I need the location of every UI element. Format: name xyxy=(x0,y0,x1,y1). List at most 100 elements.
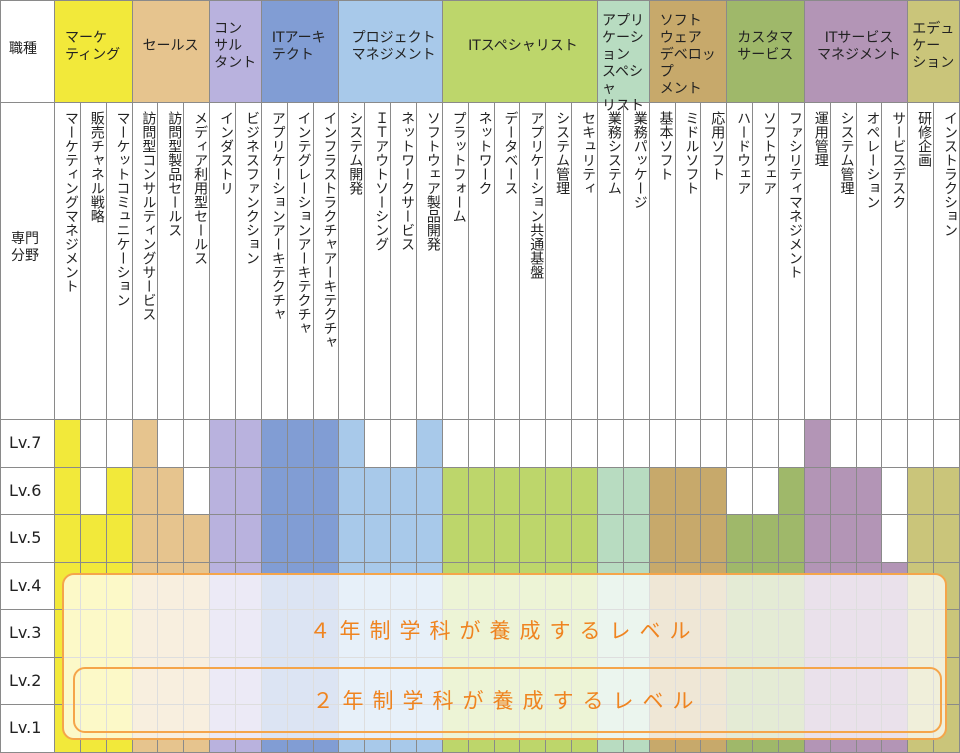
four-year-label: ４年制学科が養成するレベル xyxy=(309,619,700,643)
level-cell xyxy=(55,515,81,563)
level-cell xyxy=(675,515,702,563)
level-cell xyxy=(598,467,624,516)
field-header: 運用管理 xyxy=(804,103,831,420)
level-cell xyxy=(830,515,857,563)
level-cell xyxy=(55,420,81,468)
level-cell xyxy=(391,467,417,516)
field-header: インフラストラクチャアーキテクチャ xyxy=(313,103,340,420)
level-cell xyxy=(184,515,211,563)
field-label: 専門 分野 xyxy=(0,103,55,420)
group-header: コン サル タント xyxy=(210,0,262,103)
field-header: インテグレーションアーキテクチャ xyxy=(287,103,314,420)
level-label: Lv.6 xyxy=(0,467,55,516)
empty-cell xyxy=(727,420,754,468)
field-header: 応用ソフト xyxy=(701,103,728,420)
field-header: サービスデスク xyxy=(882,103,909,420)
level-cell xyxy=(106,467,133,516)
empty-cell xyxy=(520,420,547,468)
level-cell xyxy=(598,515,624,563)
empty-cell xyxy=(856,420,883,468)
empty-cell xyxy=(442,420,469,468)
level-cell xyxy=(779,515,805,563)
field-header: ミドルソフト xyxy=(675,103,702,420)
level-cell xyxy=(313,467,340,516)
level-cell xyxy=(546,467,573,516)
level-cell xyxy=(287,467,314,516)
empty-cell xyxy=(908,420,935,468)
group-header: プロジェクト マネジメント xyxy=(339,0,443,103)
field-header: 業務パッケージ xyxy=(623,103,650,420)
level-cell xyxy=(934,515,960,563)
field-header: ハードウェア xyxy=(727,103,754,420)
job-label: 職種 xyxy=(0,0,55,103)
field-header: セキュリティ xyxy=(572,103,598,420)
level-cell xyxy=(365,515,392,563)
empty-cell xyxy=(882,515,909,563)
level-cell xyxy=(468,467,495,516)
level-cell xyxy=(546,515,573,563)
field-header: 基本ソフト xyxy=(649,103,676,420)
field-header: システム開発 xyxy=(339,103,366,420)
empty-cell xyxy=(80,467,107,516)
empty-cell xyxy=(391,420,417,468)
field-header: ソフトウェア xyxy=(753,103,779,420)
field-header: ソフトウェア製品開発 xyxy=(417,103,443,420)
empty-cell xyxy=(572,420,598,468)
level-cell xyxy=(934,467,960,516)
field-header: アプリケーションアーキテクチャ xyxy=(261,103,288,420)
level-cell xyxy=(132,467,159,516)
empty-cell xyxy=(675,420,702,468)
level-cell xyxy=(417,467,443,516)
field-header: ビジネスファンクション xyxy=(236,103,262,420)
level-cell xyxy=(158,467,185,516)
level-cell xyxy=(804,467,831,516)
level-cell xyxy=(649,515,676,563)
empty-cell xyxy=(598,420,624,468)
field-header: 研修企画 xyxy=(908,103,935,420)
field-header: マーケティングマネジメント xyxy=(55,103,81,420)
group-header: セールス xyxy=(132,0,211,103)
empty-cell xyxy=(753,420,779,468)
empty-cell xyxy=(882,420,909,468)
field-header: オペレーション xyxy=(856,103,883,420)
level-cell xyxy=(417,420,443,468)
level-cell xyxy=(727,515,754,563)
level-cell xyxy=(520,515,547,563)
level-cell xyxy=(623,467,650,516)
group-header: ITスペシャリスト xyxy=(442,0,598,103)
field-header: メディア利用型セールス xyxy=(184,103,211,420)
empty-cell xyxy=(80,420,107,468)
level-cell xyxy=(55,467,81,516)
level-cell xyxy=(132,515,159,563)
field-header: 業務システム xyxy=(598,103,624,420)
level-cell xyxy=(158,515,185,563)
empty-cell xyxy=(779,420,805,468)
two-year-label: ２年制学科が養成するレベル xyxy=(312,689,703,713)
field-header: システム管理 xyxy=(546,103,573,420)
level-cell xyxy=(701,515,728,563)
empty-cell xyxy=(727,467,754,516)
level-cell xyxy=(210,515,236,563)
empty-cell xyxy=(649,420,676,468)
level-cell xyxy=(468,515,495,563)
field-header: 販売チャネル戦略 xyxy=(80,103,107,420)
level-cell xyxy=(856,515,883,563)
empty-cell xyxy=(494,420,521,468)
level-cell xyxy=(236,467,262,516)
group-header: ソフト ウェア デベロップ メント xyxy=(649,0,728,103)
level-cell xyxy=(313,420,340,468)
level-cell xyxy=(313,515,340,563)
field-header: ファシリティマネジメント xyxy=(779,103,805,420)
empty-cell xyxy=(184,467,211,516)
field-header: プラットフォーム xyxy=(442,103,469,420)
level-cell xyxy=(236,515,262,563)
empty-cell xyxy=(934,420,960,468)
level-cell xyxy=(287,515,314,563)
empty-cell xyxy=(365,420,392,468)
level-cell xyxy=(261,467,288,516)
level-cell xyxy=(261,515,288,563)
level-label: Lv.7 xyxy=(0,420,55,468)
empty-cell xyxy=(184,420,211,468)
two-year-box: ２年制学科が養成するレベル xyxy=(73,667,942,733)
field-header: ネットワークサービス xyxy=(391,103,417,420)
